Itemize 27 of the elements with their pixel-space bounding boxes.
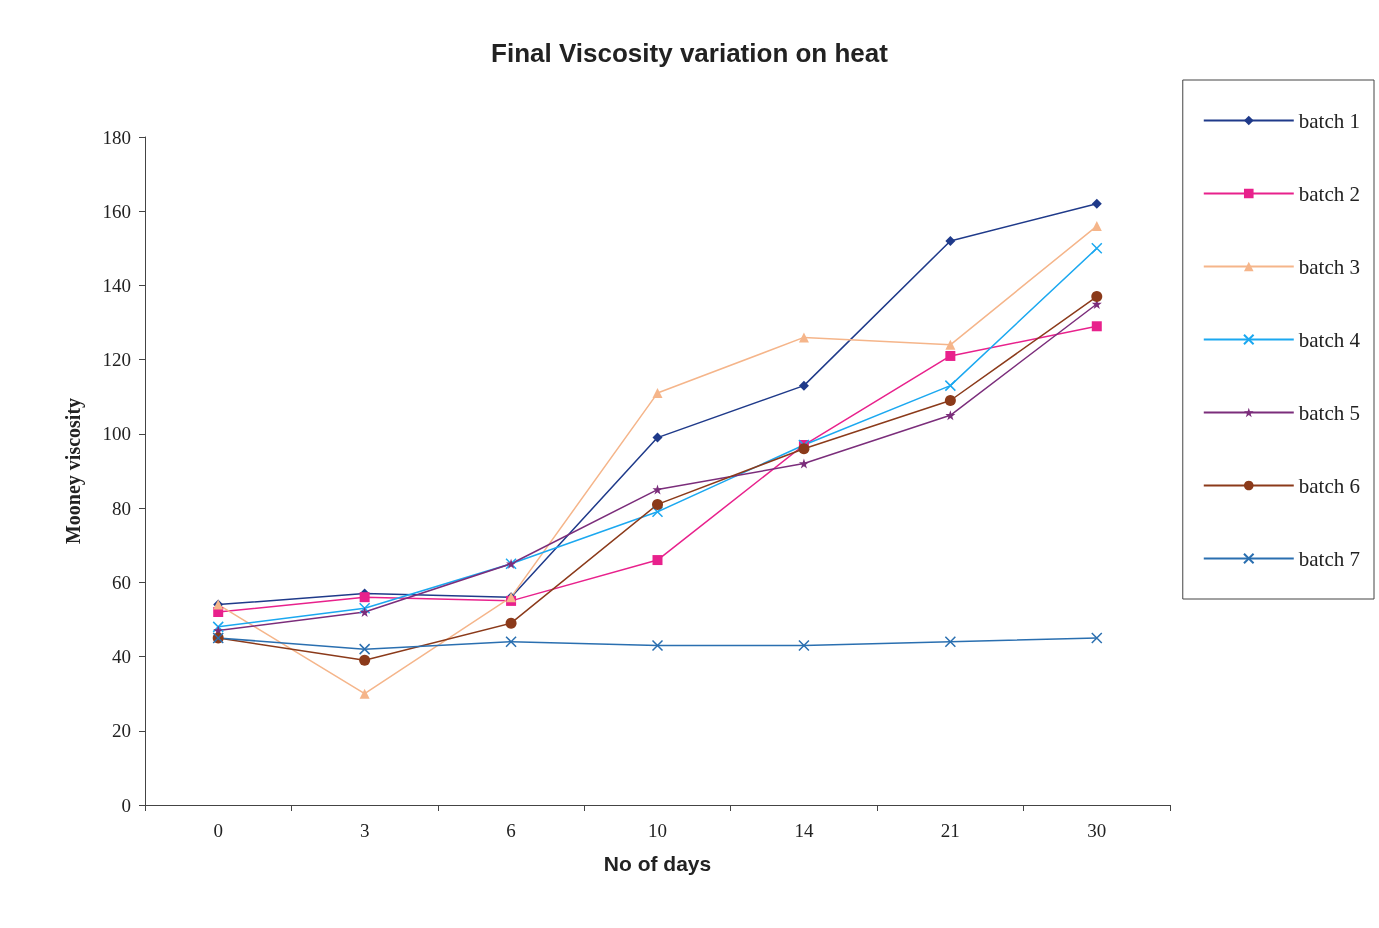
y-tick-label: 180: [102, 126, 131, 148]
y-tick-label: 0: [121, 794, 131, 816]
y-tick-label: 60: [112, 571, 131, 593]
legend-label: batch 7: [1298, 546, 1361, 571]
legend-label: batch 1: [1298, 108, 1361, 133]
legend-label: batch 5: [1298, 400, 1361, 425]
y-axis-title: Mooney viscosity: [62, 397, 85, 545]
y-tick-label: 20: [112, 720, 131, 742]
legend-label: batch 4: [1298, 327, 1361, 352]
legend-label: batch 3: [1298, 254, 1361, 279]
y-tick-label: 80: [112, 497, 131, 519]
x-tick-label: 21: [940, 820, 960, 841]
y-tick-label: 160: [102, 200, 131, 222]
chart-title: Final Viscosity variation on heat: [491, 38, 889, 68]
x-axis-title: No of days: [603, 852, 712, 875]
legend-label: batch 6: [1298, 473, 1361, 498]
y-tick-label: 120: [102, 349, 131, 371]
legend-label: batch 2: [1298, 181, 1361, 206]
y-tick-label: 40: [112, 646, 131, 668]
x-tick-label: 10: [648, 820, 667, 841]
y-tick-label: 100: [102, 423, 131, 445]
x-tick-label: 6: [506, 820, 516, 841]
x-tick-label: 30: [1087, 820, 1107, 841]
x-tick-label: 14: [794, 820, 814, 841]
x-tick-label: 3: [359, 820, 370, 841]
y-tick-label: 140: [102, 274, 131, 296]
x-tick-label: 0: [213, 820, 223, 841]
